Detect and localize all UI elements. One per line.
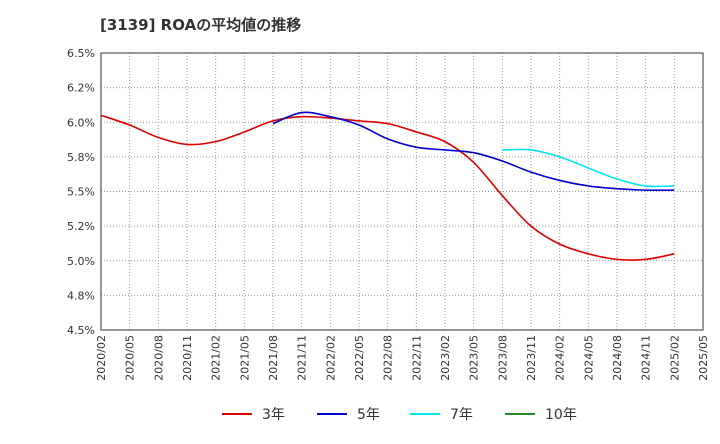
y-tick-label: 6.0%: [67, 116, 95, 129]
x-tick-label: 2022/05: [353, 335, 366, 381]
x-tick-label: 2022/02: [324, 335, 337, 381]
x-tick-label: 2025/05: [697, 335, 710, 381]
x-tick-label: 2021/11: [296, 335, 309, 381]
y-tick-label: 6.5%: [67, 47, 95, 60]
y-tick-label: 5.0%: [67, 255, 95, 268]
y-tick-label: 6.2%: [67, 82, 95, 95]
x-tick-label: 2025/02: [668, 335, 681, 381]
y-tick-label: 4.8%: [67, 289, 95, 302]
legend-label-2: 7年: [450, 407, 473, 423]
x-tick-label: 2024/11: [640, 335, 653, 381]
x-tick-label: 2024/08: [611, 335, 624, 381]
x-tick-label: 2021/02: [210, 335, 223, 381]
x-tick-label: 2022/08: [382, 335, 395, 381]
x-tick-label: 2021/05: [238, 335, 251, 381]
y-tick-label: 4.5%: [67, 324, 95, 337]
x-tick-label: 2021/08: [267, 335, 280, 381]
series-line-1: [272, 111, 675, 192]
series-line-2: [502, 148, 675, 188]
x-tick-label: 2022/11: [410, 335, 423, 381]
x-tick-label: 2023/05: [468, 335, 481, 381]
legend-label-0: 3年: [262, 407, 285, 423]
x-tick-label: 2023/08: [496, 335, 509, 381]
x-tick-label: 2024/05: [582, 335, 595, 381]
chart-title: [3139] ROAの平均値の推移: [100, 16, 302, 34]
x-tick-label: 2024/02: [554, 335, 567, 381]
x-tick-label: 2023/11: [525, 335, 538, 381]
x-tick-label: 2023/02: [439, 335, 452, 381]
x-tick-label: 2020/02: [95, 335, 108, 381]
x-tick-label: 2020/08: [152, 335, 165, 381]
y-tick-label: 5.5%: [67, 186, 95, 199]
series-line-0: [100, 114, 675, 261]
plot-border: [100, 52, 704, 331]
legend-label-1: 5年: [357, 407, 380, 423]
x-tick-label: 2020/05: [124, 335, 137, 381]
y-tick-label: 5.2%: [67, 220, 95, 233]
x-tick-label: 2020/11: [181, 335, 194, 381]
y-tick-label: 5.8%: [67, 151, 95, 164]
legend-label-3: 10年: [545, 407, 577, 423]
